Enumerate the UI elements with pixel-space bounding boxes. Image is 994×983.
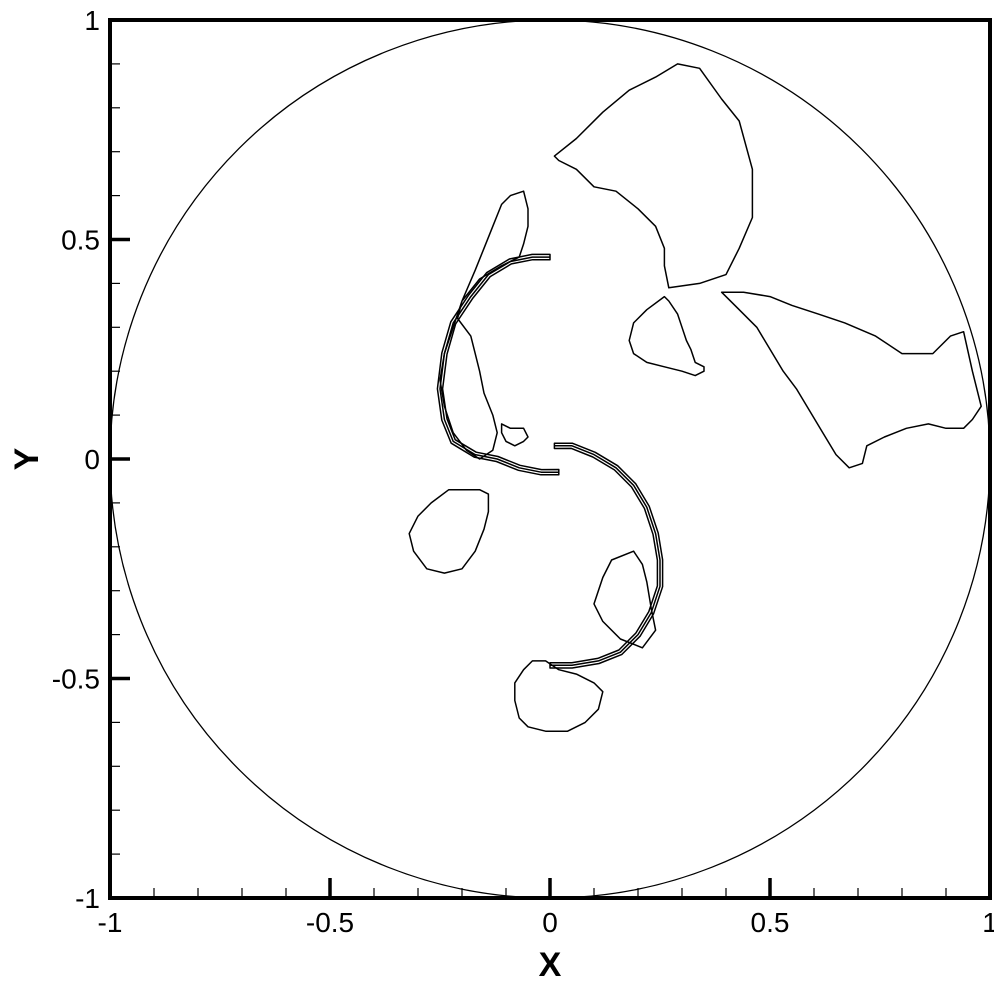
y-tick-label: -0.5: [52, 664, 100, 695]
x-tick-label: 0.5: [751, 907, 790, 938]
contour-middle-right-blob: [628, 295, 705, 377]
boundary-circle: [110, 20, 990, 898]
contour-lower-left-blob: [408, 488, 490, 574]
contour-small-center-blob: [500, 423, 529, 447]
axis-ticks: [108, 18, 992, 900]
x-tick-label: -0.5: [306, 907, 354, 938]
tick-labels: -1 -0.5 0 0.5 1 -1 -0.5 0 0.5 1: [52, 5, 994, 938]
contour-lower-right-blob: [593, 550, 657, 649]
x-axis-title: X: [539, 946, 562, 983]
spiral-upper-arm: [436, 253, 560, 476]
x-tick-label: 1: [982, 907, 994, 938]
contour-upper-left-blob: [439, 190, 529, 460]
spiral-lower-arm-centerline: [550, 445, 661, 667]
y-tick-label: 1: [84, 5, 100, 36]
spiral-upper-arm-centerline: [439, 256, 559, 473]
spiral-lower-arm: [549, 442, 664, 669]
contour-upper-right-blob: [553, 63, 754, 289]
axis-frame: [108, 18, 992, 900]
x-tick-label: 0: [542, 907, 558, 938]
contour-bottom-blob: [514, 660, 604, 732]
y-tick-label: 0.5: [61, 225, 100, 256]
contour-far-right-blob: [720, 291, 982, 469]
y-tick-label: -1: [75, 883, 100, 914]
y-tick-label: 0: [84, 444, 100, 475]
plot-data-area: [110, 20, 990, 898]
y-axis-title: Y: [8, 447, 46, 470]
x-tick-label: -1: [98, 907, 123, 938]
